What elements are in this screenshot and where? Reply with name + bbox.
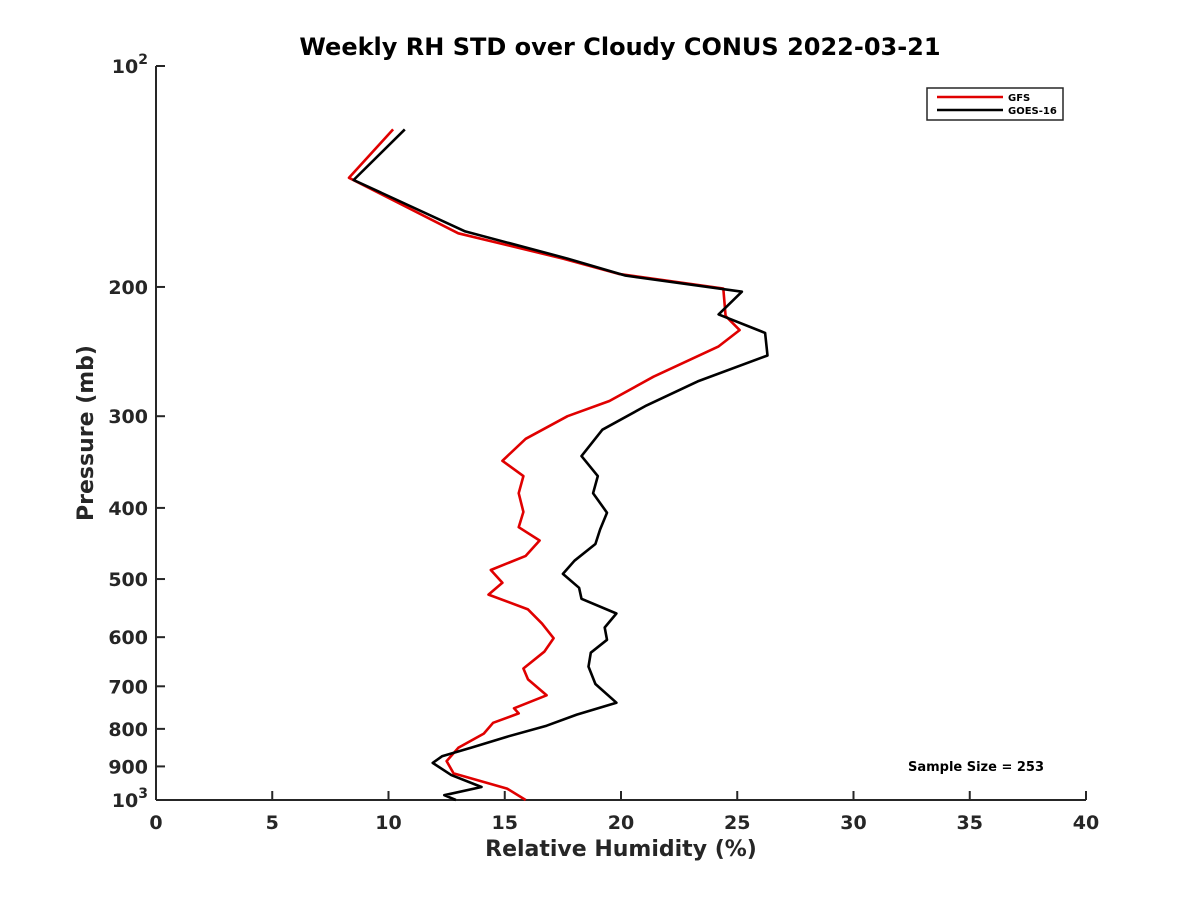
y-ticks: 102 200 300 400 500 600 700 800 900 103 bbox=[108, 52, 165, 812]
x-tick-label: 40 bbox=[1073, 812, 1099, 834]
y-tick-label: 700 bbox=[108, 676, 148, 698]
y-tick-label: 400 bbox=[108, 498, 148, 520]
y-tick-label: 102 bbox=[112, 52, 148, 78]
y-axis-label: Pressure (mb) bbox=[74, 345, 99, 521]
y-tick-label: 200 bbox=[108, 277, 148, 299]
y-tick-label: 800 bbox=[108, 719, 148, 741]
x-tick-label: 35 bbox=[957, 812, 983, 834]
legend-box bbox=[926, 87, 1064, 121]
y-tick-label: 900 bbox=[108, 756, 148, 778]
x-tick-label: 30 bbox=[840, 812, 866, 834]
x-tick-label: 25 bbox=[724, 812, 750, 834]
chart-title: Weekly RH STD over Cloudy CONUS 2022-03-… bbox=[299, 33, 940, 61]
x-ticks: 0 5 10 15 20 25 30 35 40 bbox=[149, 791, 1099, 834]
chart-legend: GFS GOES-16 bbox=[926, 87, 1064, 121]
legend-label-goes16: GOES-16 bbox=[1008, 106, 1057, 117]
chart-axes bbox=[155, 66, 1086, 801]
legend-label-gfs: GFS bbox=[1008, 93, 1030, 104]
x-tick-label: 0 bbox=[149, 812, 162, 834]
y-tick-label: 500 bbox=[108, 569, 148, 591]
series-line-goes-16 bbox=[352, 128, 769, 802]
series-line-gfs bbox=[347, 128, 741, 802]
series-layer bbox=[347, 128, 769, 802]
x-axis-label: Relative Humidity (%) bbox=[485, 837, 757, 862]
x-tick-label: 20 bbox=[608, 812, 634, 834]
x-tick-label: 5 bbox=[266, 812, 279, 834]
y-tick-label: 103 bbox=[112, 786, 148, 812]
y-tick-label: 600 bbox=[108, 627, 148, 649]
x-tick-label: 10 bbox=[375, 812, 401, 834]
sample-size-annotation: Sample Size = 253 bbox=[908, 760, 1044, 775]
y-tick-label: 300 bbox=[108, 406, 148, 428]
x-tick-label: 15 bbox=[492, 812, 518, 834]
